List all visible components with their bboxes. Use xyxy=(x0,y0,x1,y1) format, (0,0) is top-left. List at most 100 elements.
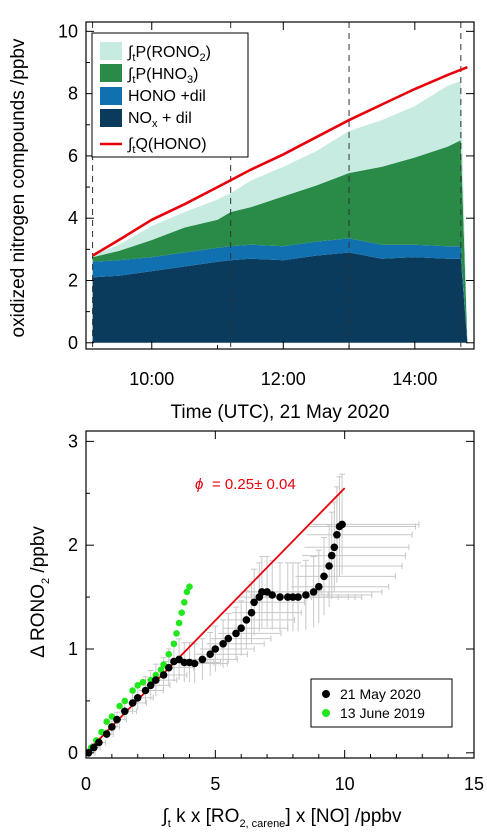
point-series0-21 xyxy=(211,645,220,653)
point-series0-20 xyxy=(206,650,214,658)
b-x-tick-label-1: 5 xyxy=(210,774,220,794)
bottom-panel: 0 1 2 3 0 5 10 15 ϕ = 0.25± 0.04 21 May 2020 13… xyxy=(28,430,484,830)
point-series0-37 xyxy=(302,591,310,599)
x-tick-label-1: 12:00 xyxy=(261,369,306,389)
point-series0-30 xyxy=(258,588,266,596)
top-panel: 0 2 4 6 8 10 10:00 12:00 14:00 ∫tP(RONO2) ∫tP(HN… xyxy=(8,21,475,423)
legend-label-hono: HONO +dil xyxy=(128,88,206,105)
point-series0-5 xyxy=(113,715,121,724)
fit-line xyxy=(86,487,346,754)
point-series0-19 xyxy=(198,655,207,664)
point-series0-36 xyxy=(294,593,302,601)
point-series0-24 xyxy=(232,629,240,638)
legend-label-honoq: ∫tQ(HONO) xyxy=(127,136,207,156)
b-y-tick-label-3: 3 xyxy=(68,431,78,451)
point-series0-40 xyxy=(320,572,328,581)
bottom-plot-frame xyxy=(85,430,475,759)
b-y-tick-label-0: 0 xyxy=(68,743,78,763)
y-tick-label-4: 8 xyxy=(68,84,78,104)
legend-label-hno3: ∫tP(HNO3) xyxy=(127,66,198,86)
point-series1-3 xyxy=(103,718,110,725)
point-series0-1 xyxy=(90,743,98,752)
point-series0-9 xyxy=(141,686,150,695)
area-series-0 xyxy=(92,252,468,343)
line-series-honoq xyxy=(91,65,468,257)
legend-swatch-nox xyxy=(100,109,122,127)
legend-marker-2020 xyxy=(322,690,330,698)
point-series1-15 xyxy=(170,640,178,648)
y-tick-label-1: 2 xyxy=(68,270,78,290)
fit-annotation: ϕ xyxy=(195,476,203,493)
point-series0-46 xyxy=(338,520,346,529)
point-series0-6 xyxy=(121,707,129,716)
point-series0-38 xyxy=(309,588,318,596)
point-series0-32 xyxy=(268,591,277,599)
point-series1-7 xyxy=(129,687,136,694)
legend-swatch-hono xyxy=(100,87,122,105)
point-series0-41 xyxy=(325,562,333,570)
fit-line-segment xyxy=(86,487,346,754)
y-tick-label-2: 4 xyxy=(68,208,78,228)
point-series0-4 xyxy=(108,723,116,731)
point-series0-2 xyxy=(95,738,103,747)
bottom-y-axis-title: Δ RONO2 /ppbv xyxy=(28,526,52,658)
point-series0-44 xyxy=(333,531,341,539)
hono-line xyxy=(91,65,468,257)
point-series0-8 xyxy=(133,694,142,702)
point-series0-27 xyxy=(247,608,256,617)
y-tick-label-5: 10 xyxy=(58,21,78,41)
point-series1-16 xyxy=(173,630,180,637)
point-series0-12 xyxy=(159,671,168,679)
area-series-2 xyxy=(92,140,468,343)
area-series-1 xyxy=(92,238,468,343)
point-series0-13 xyxy=(165,663,173,672)
point-series0-22 xyxy=(219,640,227,648)
legend-swatch-rono2 xyxy=(100,42,122,60)
point-series0-43 xyxy=(330,543,339,552)
legend-swatch-hno3 xyxy=(100,64,122,82)
legend-label-2020: 21 May 2020 xyxy=(340,686,421,702)
point-series0-28 xyxy=(250,598,258,607)
point-series0-18 xyxy=(190,659,199,668)
legend-label-2019: 13 June 2019 xyxy=(340,705,425,721)
b-x-tick-label-3: 15 xyxy=(464,774,484,794)
point-series1-13 xyxy=(160,661,167,668)
point-series1-17 xyxy=(175,619,183,627)
y-tick-label-3: 6 xyxy=(68,146,78,166)
point-series0-35 xyxy=(289,593,297,601)
top-axis-ticks: 0 2 4 6 8 10 10:00 12:00 14:00 xyxy=(58,21,474,389)
point-series0-39 xyxy=(315,582,323,591)
point-series1-10 xyxy=(147,676,154,684)
point-series1-5 xyxy=(116,702,123,710)
top-x-axis-title: Time (UTC), 21 May 2020 xyxy=(171,402,390,423)
point-series1-18 xyxy=(178,609,185,616)
x-tick-label-2: 14:00 xyxy=(392,369,437,389)
point-series0-3 xyxy=(102,730,111,738)
fit-annotation-value: = 0.25± 0.04 xyxy=(212,476,296,493)
point-series0-7 xyxy=(128,699,137,707)
b-y-tick-label-2: 2 xyxy=(68,535,78,555)
legend-marker-2019 xyxy=(322,709,330,717)
bottom-x-axis-title: ∫t k x [RO2, carene] x [NO] /ppbv xyxy=(162,806,402,830)
point-series0-23 xyxy=(224,634,233,643)
point-series1-14 xyxy=(165,650,173,658)
point-series0-11 xyxy=(152,676,160,684)
point-series1-19 xyxy=(181,599,188,606)
bottom-axis-ticks: 0 1 2 3 0 5 10 15 xyxy=(68,431,484,794)
legend-box-bottom xyxy=(310,678,453,728)
bottom-legend: 21 May 2020 13 June 2019 xyxy=(310,678,453,728)
stacked-areas xyxy=(92,81,468,343)
point-series1-6 xyxy=(121,697,129,705)
top-plot-frame xyxy=(85,21,475,350)
point-series1-11 xyxy=(152,671,160,679)
b-x-tick-label-0: 0 xyxy=(81,774,91,794)
point-series1-8 xyxy=(134,682,141,689)
top-y-axis-title: oxidized nitrogen compounds /ppbv xyxy=(8,38,29,337)
point-series0-33 xyxy=(276,593,284,601)
point-series0-10 xyxy=(146,681,155,690)
point-series1-9 xyxy=(139,678,147,686)
point-series0-16 xyxy=(180,658,189,667)
b-x-tick-label-2: 10 xyxy=(335,774,355,794)
top-legend: ∫tP(RONO2) ∫tP(HNO3) HONO +dil NOx + dil… xyxy=(91,32,249,158)
